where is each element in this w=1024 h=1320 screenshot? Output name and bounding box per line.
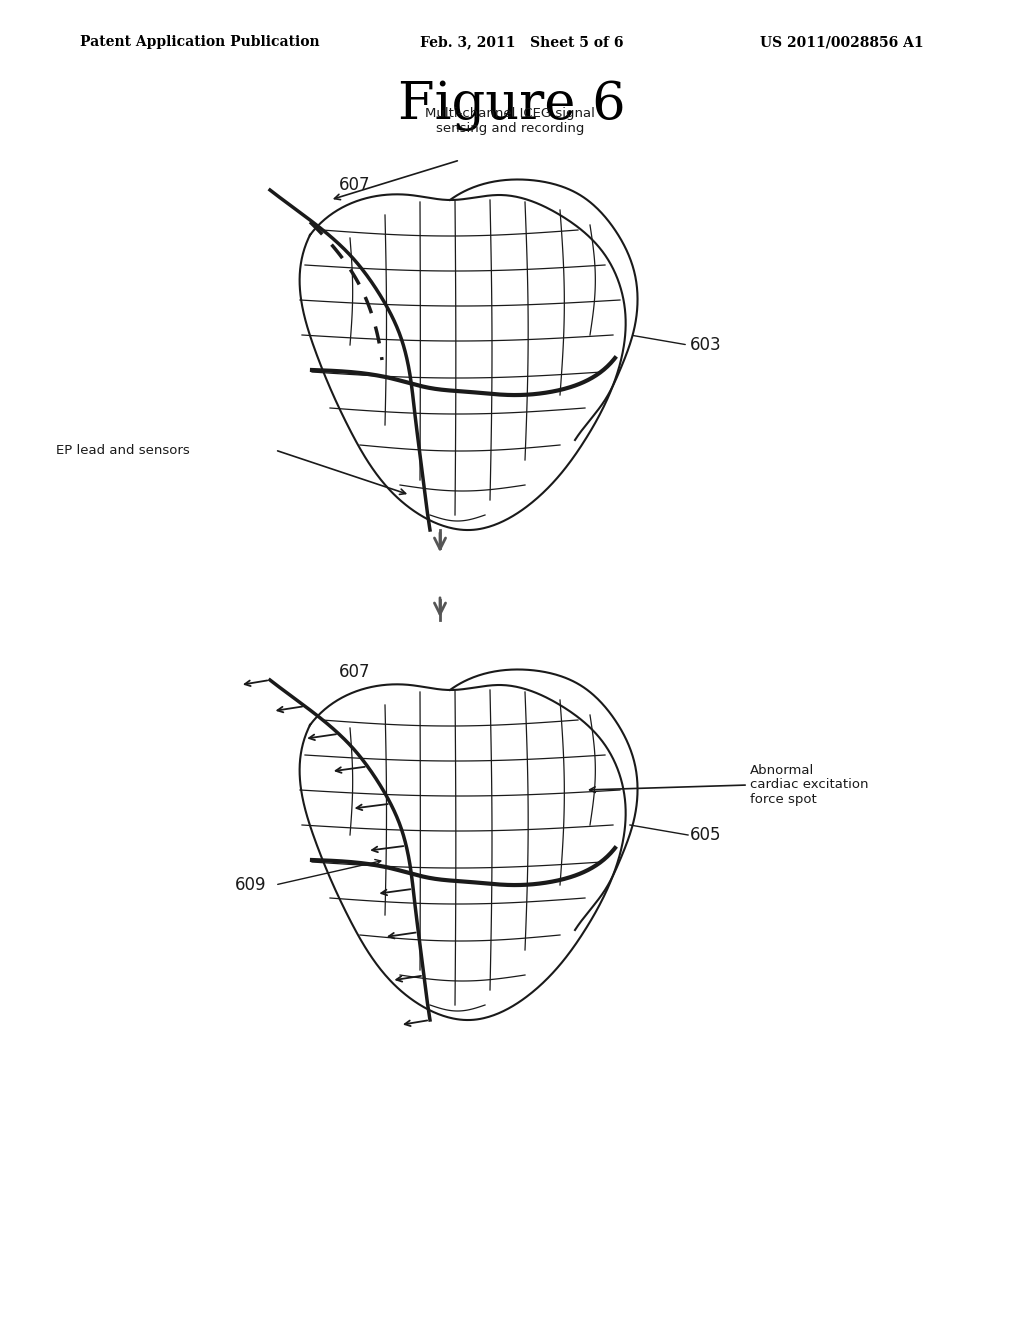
Text: Patent Application Publication: Patent Application Publication <box>80 36 319 49</box>
Text: Abnormal
cardiac excitation
force spot: Abnormal cardiac excitation force spot <box>750 763 868 807</box>
Text: EP lead and sensors: EP lead and sensors <box>56 444 190 457</box>
Text: 607: 607 <box>339 176 371 194</box>
Text: 609: 609 <box>234 876 266 894</box>
Text: Multi-channel ICEG signal
sensing and recording: Multi-channel ICEG signal sensing and re… <box>425 107 595 135</box>
Text: 607: 607 <box>339 663 371 681</box>
Text: Figure 6: Figure 6 <box>398 81 626 131</box>
Text: 603: 603 <box>690 337 722 354</box>
Text: Feb. 3, 2011   Sheet 5 of 6: Feb. 3, 2011 Sheet 5 of 6 <box>420 36 624 49</box>
Text: US 2011/0028856 A1: US 2011/0028856 A1 <box>760 36 924 49</box>
Text: 605: 605 <box>690 826 722 843</box>
